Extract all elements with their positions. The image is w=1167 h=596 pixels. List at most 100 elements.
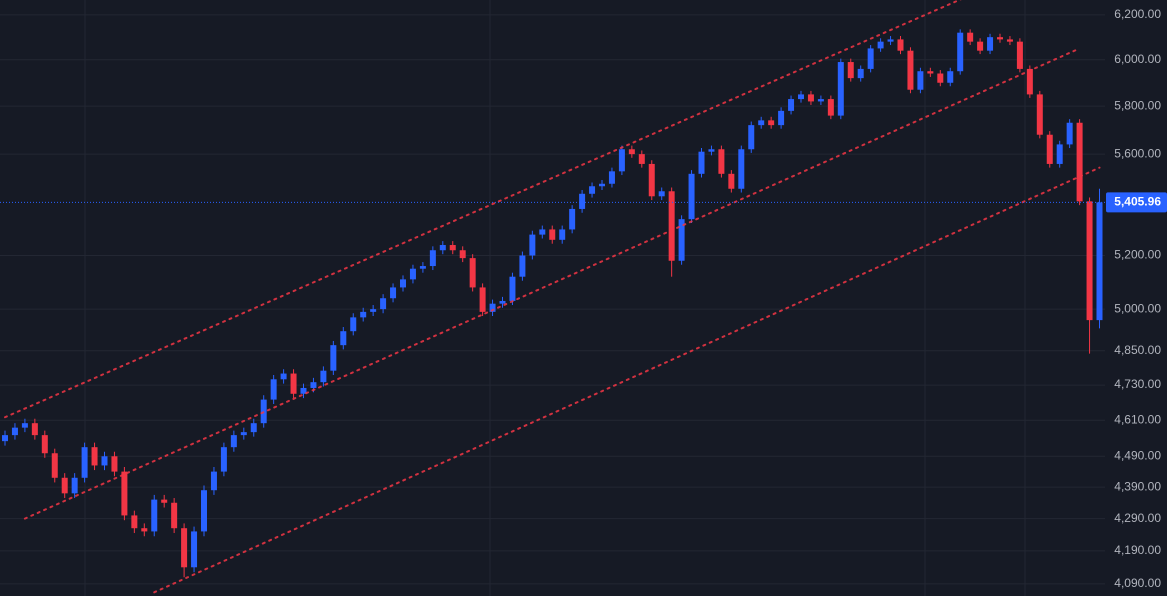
- candle-body: [599, 183, 605, 187]
- candle-body: [81, 447, 88, 478]
- candle-body: [290, 373, 297, 394]
- candle-body: [857, 68, 864, 79]
- candle-body: [817, 99, 824, 102]
- candle-body: [250, 423, 257, 433]
- candle-body: [907, 50, 914, 90]
- candle-body: [847, 62, 854, 79]
- candle-body: [31, 423, 38, 436]
- y-tick-label: 4,610.00: [1114, 412, 1161, 426]
- y-tick-label: 5,000.00: [1114, 301, 1161, 315]
- y-tick-label: 5,800.00: [1114, 98, 1161, 112]
- candle-body: [837, 62, 844, 116]
- candle-body: [628, 149, 635, 155]
- candle-body: [390, 287, 397, 299]
- candle-body: [330, 345, 337, 371]
- candle-body: [529, 234, 536, 256]
- candle-body: [61, 477, 68, 494]
- candle-body: [459, 250, 466, 259]
- candle-body: [41, 435, 48, 454]
- candle-body: [11, 427, 18, 436]
- candle-body: [201, 490, 207, 532]
- candle-body: [738, 149, 745, 189]
- candle-body: [1076, 122, 1083, 202]
- candle-body: [638, 154, 645, 164]
- candle-body: [380, 298, 387, 310]
- candle-body: [748, 125, 755, 150]
- candle-body: [340, 331, 347, 346]
- candle-body: [240, 432, 247, 436]
- candle-body: [698, 151, 705, 174]
- candle-body: [927, 71, 934, 74]
- candle-body: [768, 120, 775, 126]
- candle-body: [758, 120, 765, 126]
- candle-body: [648, 163, 655, 197]
- candle-body: [539, 229, 546, 235]
- y-tick-label: 6,000.00: [1114, 52, 1161, 66]
- candle-body: [131, 515, 138, 529]
- candle-body: [897, 39, 904, 51]
- candle-body: [171, 502, 178, 529]
- candle-body: [21, 423, 28, 428]
- candle-body: [708, 149, 715, 152]
- candle-body: [1006, 39, 1013, 42]
- y-tick-label: 5,200.00: [1114, 248, 1161, 262]
- candle-body: [778, 110, 785, 126]
- candle-body: [788, 99, 795, 111]
- candle-body: [300, 387, 307, 394]
- candle-body: [191, 531, 198, 568]
- candle-body: [1066, 122, 1073, 145]
- candle-body: [1016, 41, 1023, 69]
- candle-body: [91, 447, 98, 466]
- candle-body: [51, 453, 58, 478]
- candle-body: [1046, 134, 1053, 164]
- candle-body: [549, 229, 556, 240]
- candle-body: [489, 303, 496, 312]
- y-tick-label: 5,600.00: [1114, 146, 1161, 160]
- candle-body: [718, 149, 725, 174]
- candle-body: [1036, 94, 1043, 135]
- candle-body: [997, 37, 1003, 40]
- candle-body: [977, 41, 984, 51]
- y-tick-label: 4,290.00: [1114, 511, 1161, 525]
- candle-body: [220, 447, 227, 472]
- y-tick-label: 4,730.00: [1114, 377, 1161, 391]
- candle-body: [688, 173, 695, 220]
- y-tick-label: 4,490.00: [1114, 448, 1161, 462]
- candle-body: [867, 48, 874, 69]
- candle-body: [967, 32, 974, 42]
- y-tick-label: 4,850.00: [1114, 343, 1161, 357]
- candle-body: [230, 435, 237, 448]
- candle-body: [400, 279, 406, 288]
- candle-body: [310, 382, 317, 388]
- candle-body: [270, 379, 277, 400]
- candle-body: [260, 399, 267, 424]
- candle-body: [1056, 144, 1063, 164]
- candle-body: [350, 317, 357, 332]
- candle-body: [827, 99, 834, 116]
- candle-body: [668, 191, 675, 261]
- candle-body: [519, 255, 526, 277]
- candle-body: [280, 373, 287, 380]
- y-tick-label: 4,190.00: [1114, 543, 1161, 557]
- candle-body: [370, 309, 377, 312]
- candle-body: [210, 471, 217, 491]
- last-price-label: 5,405.96: [1114, 195, 1161, 209]
- candle-body: [559, 229, 566, 240]
- candle-body: [658, 191, 665, 197]
- candle-body: [608, 171, 615, 184]
- candle-body: [101, 456, 108, 466]
- candle-body: [937, 73, 944, 83]
- candle-body: [917, 71, 924, 90]
- candle-body: [1096, 202, 1103, 321]
- trend-line: [153, 166, 1101, 594]
- candle-body: [121, 471, 128, 516]
- y-tick-label: 4,390.00: [1114, 479, 1161, 493]
- candle-body: [141, 528, 148, 532]
- candle-body: [360, 311, 367, 318]
- candle-body: [2, 435, 8, 442]
- candle-body: [807, 94, 814, 102]
- candle-body: [569, 208, 576, 230]
- candle-body: [429, 250, 436, 267]
- candle-body: [409, 268, 416, 280]
